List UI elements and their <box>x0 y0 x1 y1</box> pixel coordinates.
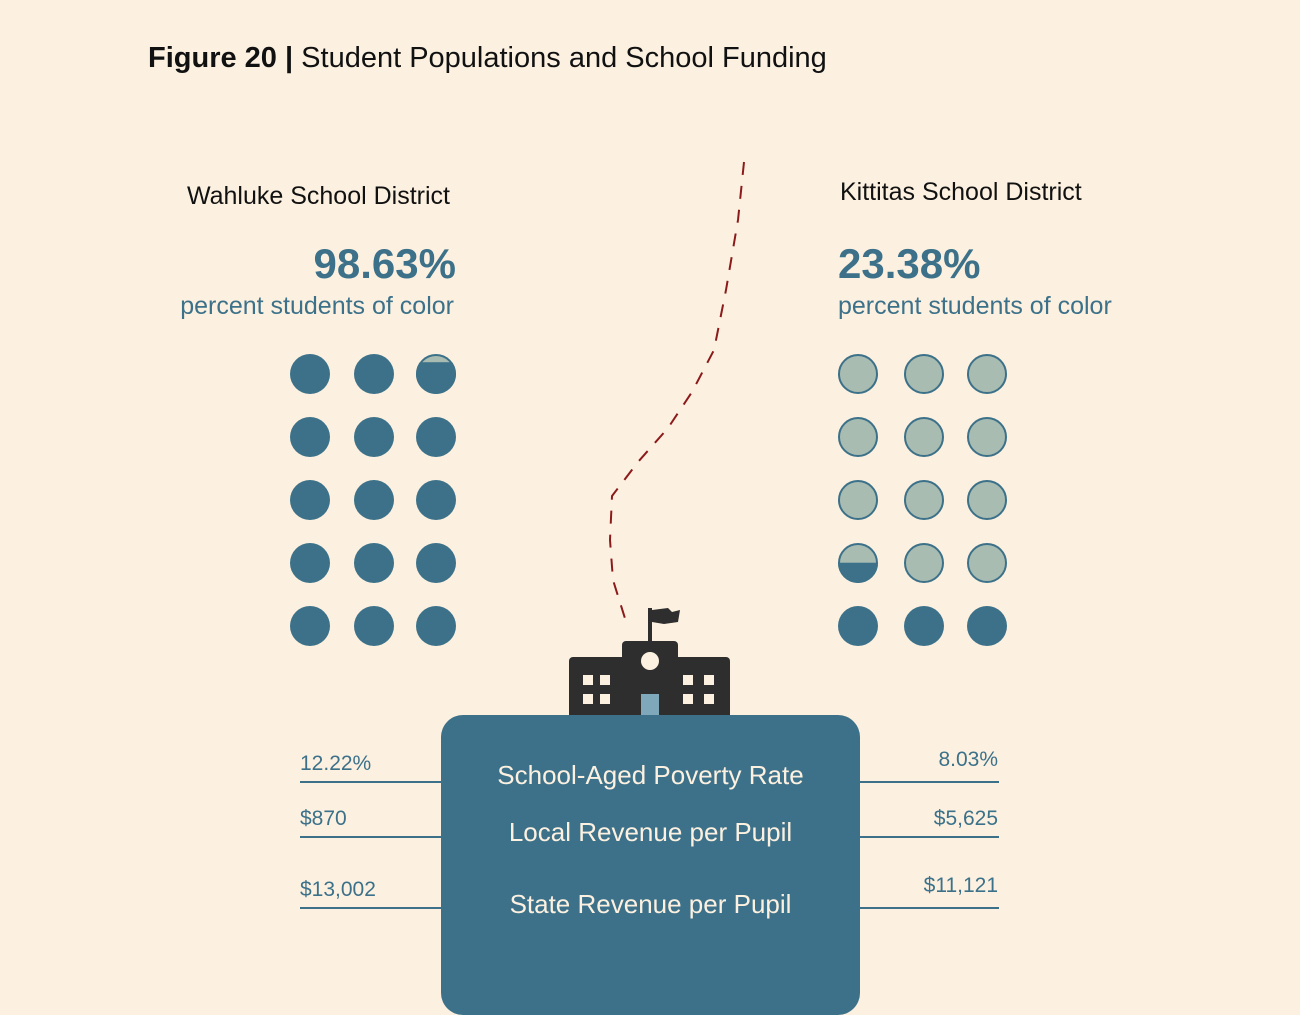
figure-label: Figure 20 | <box>148 42 294 74</box>
value-wahluke-poverty: 12.22% <box>300 752 372 775</box>
person-unit-dot <box>290 354 330 394</box>
person-unit-dot <box>967 606 1007 646</box>
flag-pole <box>648 608 652 646</box>
person-unit-dot <box>354 543 394 583</box>
person-unit-dot <box>354 606 394 646</box>
value-wahluke-local: $870 <box>300 807 347 830</box>
building-center <box>622 641 678 719</box>
person-unit-dot <box>416 480 456 520</box>
value-kittitas-state: $11,121 <box>923 874 998 897</box>
person-unit-dot <box>416 606 456 646</box>
person-unit-dot <box>967 417 1007 457</box>
percent-left: 98.63% <box>313 240 456 287</box>
metric-label-local-revenue: Local Revenue per Pupil <box>508 817 793 847</box>
door-icon <box>641 694 659 719</box>
person-unit-dot <box>354 480 394 520</box>
percent-label-right: percent students of color <box>838 292 1112 320</box>
building-left-wing <box>569 657 629 719</box>
person-unit-dot <box>967 543 1007 583</box>
metric-label-state-revenue: State Revenue per Pupil <box>509 889 792 919</box>
person-unit-dot <box>904 543 944 583</box>
metric-lines <box>300 781 999 909</box>
person-unit-dot <box>416 354 456 394</box>
dots-right <box>838 354 1007 646</box>
percent-right: 23.38% <box>838 240 981 287</box>
percent-label-left: percent students of color <box>180 292 454 320</box>
person-unit-dot <box>838 417 878 457</box>
person-unit-dot <box>838 606 878 646</box>
windows <box>583 675 714 704</box>
flag-icon <box>652 608 680 624</box>
person-unit-dot <box>290 480 330 520</box>
figure-title: Figure 20 | Student Populations and Scho… <box>148 42 827 75</box>
district-boundary-line <box>608 161 745 629</box>
metric-label-poverty: School-Aged Poverty Rate <box>497 760 804 790</box>
building-right-wing <box>670 657 730 719</box>
person-unit-dot <box>416 417 456 457</box>
person-unit-dot <box>904 606 944 646</box>
person-unit-dot <box>838 354 878 394</box>
person-unit-dot <box>904 417 944 457</box>
person-unit-dot <box>354 354 394 394</box>
district-name-right: Kittitas School District <box>840 178 1082 206</box>
school-building-icon <box>569 608 730 719</box>
person-unit-dot <box>290 606 330 646</box>
person-unit-dot <box>904 354 944 394</box>
figure-title-text: Student Populations and School Funding <box>301 42 827 74</box>
person-unit-dot <box>967 480 1007 520</box>
clock-icon <box>641 652 659 670</box>
person-unit-dot <box>904 480 944 520</box>
value-kittitas-poverty: 8.03% <box>938 748 998 771</box>
person-unit-dot <box>838 480 878 520</box>
dots-left <box>290 354 456 646</box>
person-unit-dot <box>416 543 456 583</box>
person-unit-dot <box>967 354 1007 394</box>
person-unit-dot <box>290 543 330 583</box>
person-unit-dot <box>354 417 394 457</box>
value-kittitas-local: $5,625 <box>933 807 998 830</box>
value-wahluke-state: $13,002 <box>300 878 376 901</box>
person-unit-dot <box>290 417 330 457</box>
person-unit-dot <box>838 543 878 583</box>
district-name-left: Wahluke School District <box>186 182 450 210</box>
metrics-panel <box>441 715 860 1015</box>
